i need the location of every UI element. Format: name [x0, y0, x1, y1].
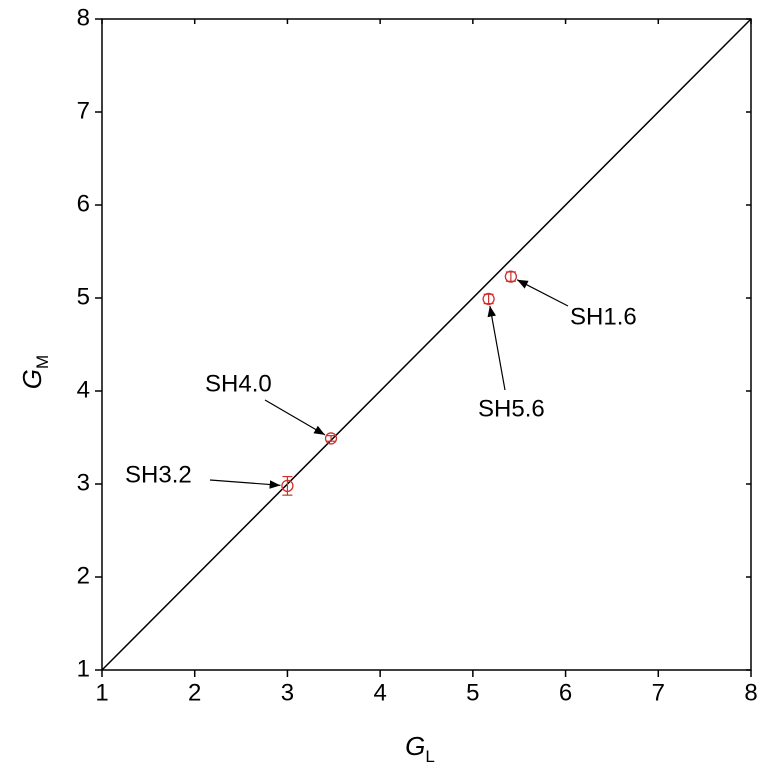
label-arrow	[516, 279, 569, 307]
y-tick-label: 4	[77, 376, 90, 403]
y-label-main: G	[17, 369, 47, 389]
label-arrow	[264, 399, 326, 436]
point-label: SH4.0	[205, 370, 272, 397]
x-label-main: G	[405, 731, 425, 761]
x-tick-label: 6	[559, 679, 572, 706]
y-tick-label: 1	[77, 655, 90, 682]
x-tick-label: 1	[95, 679, 108, 706]
y-axis-label: GM	[17, 355, 53, 389]
y-tick-label: 3	[77, 469, 90, 496]
label-arrow	[209, 479, 281, 489]
identity-line	[101, 18, 752, 671]
x-tick-label: 2	[188, 679, 201, 706]
y-tick-label: 5	[77, 283, 90, 310]
y-label-sub: M	[33, 355, 52, 369]
x-tick-label: 3	[281, 679, 294, 706]
x-tick-label: 8	[744, 679, 757, 706]
point	[504, 270, 518, 283]
label-arrow	[487, 305, 506, 391]
plot-frame	[101, 18, 752, 671]
point-label: SH3.2	[125, 461, 192, 488]
x-tick-label: 7	[652, 679, 665, 706]
x-tick-label: 5	[466, 679, 479, 706]
x-tick-label: 4	[373, 679, 386, 706]
y-tick-label: 8	[77, 4, 90, 31]
x-label-sub: L	[425, 747, 434, 766]
x-axis-label: GL	[405, 731, 435, 767]
point-label: SH1.6	[570, 303, 637, 330]
y-tick-label: 6	[77, 190, 90, 217]
point	[281, 479, 294, 493]
y-tick-label: 7	[77, 97, 90, 124]
point	[324, 432, 338, 445]
point	[482, 292, 495, 306]
y-tick-label: 2	[77, 562, 90, 589]
point-label: SH5.6	[478, 395, 545, 422]
